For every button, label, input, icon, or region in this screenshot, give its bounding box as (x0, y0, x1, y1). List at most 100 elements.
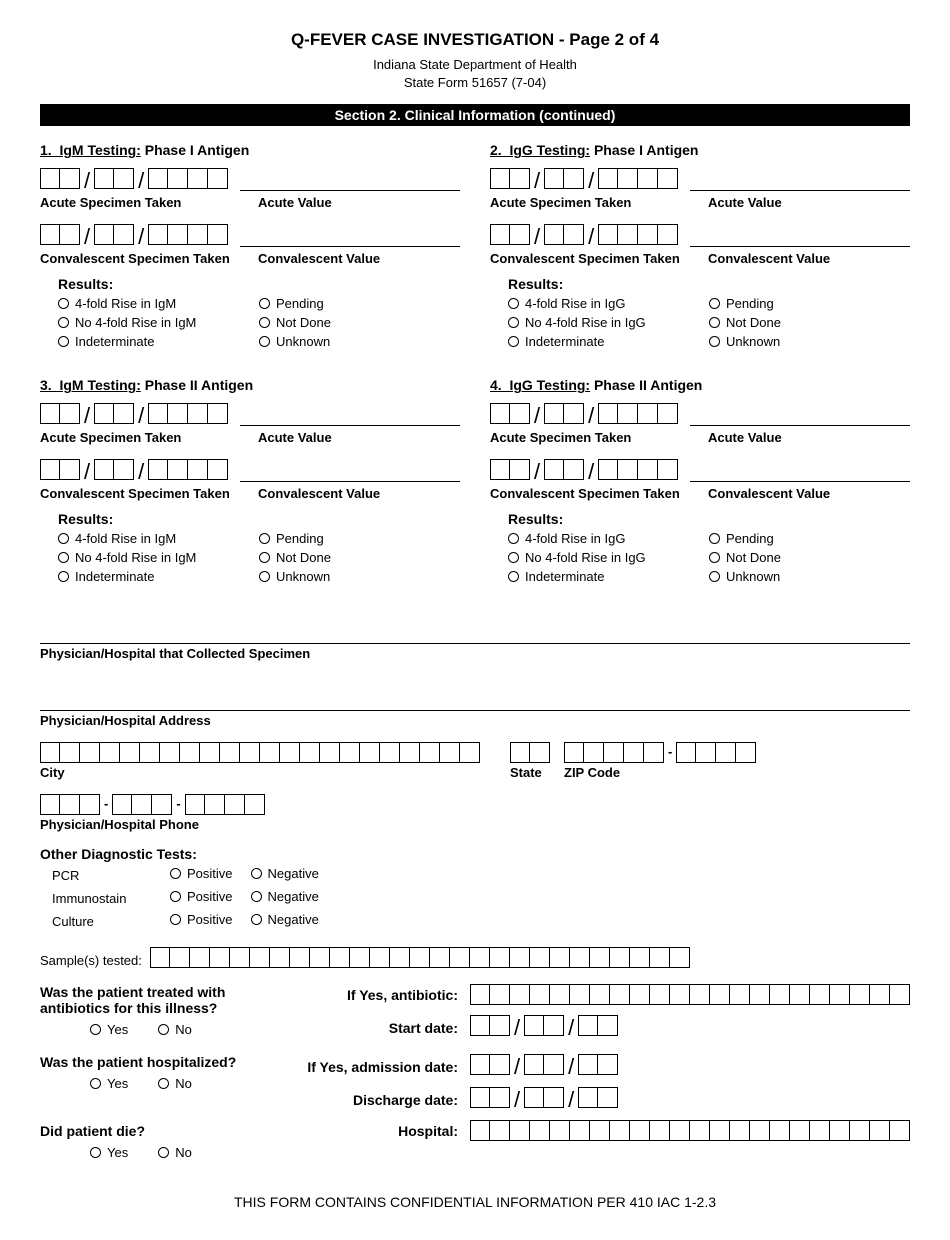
result-option[interactable]: Unknown (709, 569, 910, 584)
samples-label: Sample(s) tested: (40, 953, 142, 968)
immunostain-positive[interactable]: Positive (170, 889, 233, 904)
samples-cells[interactable] (150, 947, 690, 968)
result-option[interactable]: Unknown (259, 334, 460, 349)
city-label: City (40, 765, 480, 780)
results-options: 4-fold Rise in IgG No 4-fold Rise in IgG I… (508, 531, 910, 588)
result-option[interactable]: No 4-fold Rise in IgM (58, 550, 259, 565)
immunostain-label: Immunostain (52, 891, 152, 906)
acute-spec-label: Acute Specimen Taken (490, 195, 708, 210)
result-option[interactable]: Pending (709, 296, 910, 311)
acute-value-label: Acute Value (708, 430, 782, 445)
results-label: Results: (508, 511, 910, 527)
hospitalized-block: Was the patient hospitalized? Yes No If … (40, 1054, 910, 1151)
admission-date-input[interactable]: / / (470, 1054, 618, 1075)
start-date-input[interactable]: / / (470, 1015, 618, 1036)
acute-value-label: Acute Value (258, 430, 332, 445)
conv-date-input[interactable]: / / (490, 224, 678, 245)
died-no[interactable]: No (158, 1145, 192, 1160)
result-option[interactable]: Not Done (709, 550, 910, 565)
conv-value-input[interactable] (690, 227, 910, 247)
result-option[interactable]: No 4-fold Rise in IgM (58, 315, 259, 330)
pcr-positive[interactable]: Positive (170, 866, 233, 881)
conv-value-label: Convalescent Value (708, 486, 830, 501)
result-option[interactable]: Pending (259, 531, 460, 546)
conv-value-input[interactable] (240, 227, 460, 247)
result-option[interactable]: Indeterminate (58, 334, 259, 349)
state-cells[interactable] (510, 742, 550, 763)
acute-value-input[interactable] (690, 171, 910, 191)
zip-label: ZIP Code (564, 765, 756, 780)
result-option[interactable]: Not Done (259, 315, 460, 330)
result-option[interactable]: Pending (709, 531, 910, 546)
zip4-cells[interactable] (676, 742, 756, 763)
test-heading: 1. IgM Testing: Phase I Antigen (40, 142, 460, 158)
city-state-zip-row: City State - ZIP Code (40, 742, 910, 780)
city-cells[interactable] (40, 742, 480, 763)
physician-collected-label: Physician/Hospital that Collected Specim… (40, 646, 910, 661)
pcr-negative[interactable]: Negative (251, 866, 319, 881)
samples-row: Sample(s) tested: (40, 947, 910, 968)
section-bar: Section 2. Clinical Information (continu… (40, 104, 910, 126)
phone2-cells[interactable] (112, 794, 172, 815)
acute-value-input[interactable] (240, 406, 460, 426)
result-option[interactable]: Unknown (259, 569, 460, 584)
acute-spec-label: Acute Specimen Taken (490, 430, 708, 445)
acute-date-input[interactable]: / / (490, 403, 678, 424)
results-label: Results: (508, 276, 910, 292)
result-option[interactable]: No 4-fold Rise in IgG (508, 315, 709, 330)
zip5-cells[interactable] (564, 742, 664, 763)
acute-value-label: Acute Value (258, 195, 332, 210)
conv-value-input[interactable] (240, 462, 460, 482)
acute-value-input[interactable] (240, 171, 460, 191)
conv-value-input[interactable] (690, 462, 910, 482)
confidentiality-footer: THIS FORM CONTAINS CONFIDENTIAL INFORMAT… (40, 1194, 910, 1210)
result-option[interactable]: No 4-fold Rise in IgG (508, 550, 709, 565)
culture-negative[interactable]: Negative (251, 912, 319, 927)
result-option[interactable]: Indeterminate (58, 569, 259, 584)
result-option[interactable]: Indeterminate (508, 334, 709, 349)
result-option[interactable]: Unknown (709, 334, 910, 349)
result-option[interactable]: Pending (259, 296, 460, 311)
antibiotics-no[interactable]: No (158, 1022, 192, 1037)
conv-date-input[interactable]: / / (40, 459, 228, 480)
culture-label: Culture (52, 914, 152, 929)
result-option[interactable]: 4-fold Rise in IgM (58, 531, 259, 546)
results-options: 4-fold Rise in IgM No 4-fold Rise in IgM I… (58, 531, 460, 588)
conv-spec-label: Convalescent Specimen Taken (40, 486, 258, 501)
antibiotic-cells[interactable] (470, 984, 910, 1005)
acute-spec-label: Acute Specimen Taken (40, 430, 258, 445)
conv-date-input[interactable]: / / (40, 224, 228, 245)
died-yes[interactable]: Yes (90, 1145, 128, 1160)
results-options: 4-fold Rise in IgM No 4-fold Rise in IgM I… (58, 296, 460, 353)
phone1-cells[interactable] (40, 794, 100, 815)
physician-collected-line[interactable] (40, 608, 910, 644)
physician-address-line[interactable] (40, 675, 910, 711)
results-label: Results: (58, 276, 460, 292)
hospital-cells[interactable] (470, 1120, 910, 1141)
acute-date-input[interactable]: / / (40, 168, 228, 189)
result-option[interactable]: 4-fold Rise in IgM (58, 296, 259, 311)
result-option[interactable]: 4-fold Rise in IgG (508, 296, 709, 311)
if-yes-antibiotic-label: If Yes, antibiotic: (278, 987, 458, 1005)
culture-positive[interactable]: Positive (170, 912, 233, 927)
immunostain-negative[interactable]: Negative (251, 889, 319, 904)
result-option[interactable]: Indeterminate (508, 569, 709, 584)
acute-date-input[interactable]: / / (490, 168, 678, 189)
result-option[interactable]: 4-fold Rise in IgG (508, 531, 709, 546)
result-option[interactable]: Not Done (709, 315, 910, 330)
result-option[interactable]: Not Done (259, 550, 460, 565)
hospitalized-yes[interactable]: Yes (90, 1076, 128, 1091)
antibiotics-yes[interactable]: Yes (90, 1022, 128, 1037)
zip-dash: - (664, 744, 676, 759)
form-header: Q-FEVER CASE INVESTIGATION - Page 2 of 4… (40, 30, 910, 92)
discharge-date-input[interactable]: / / (470, 1087, 618, 1108)
hospitalized-no[interactable]: No (158, 1076, 192, 1091)
test-heading: 2. IgG Testing: Phase I Antigen (490, 142, 910, 158)
acute-value-input[interactable] (690, 406, 910, 426)
dept-name: Indiana State Department of Health (40, 56, 910, 74)
phone3-cells[interactable] (185, 794, 265, 815)
start-date-label: Start date: (278, 1020, 458, 1038)
acute-date-input[interactable]: / / (40, 403, 228, 424)
conv-date-input[interactable]: / / (490, 459, 678, 480)
phone-dash-2: - (172, 796, 184, 811)
